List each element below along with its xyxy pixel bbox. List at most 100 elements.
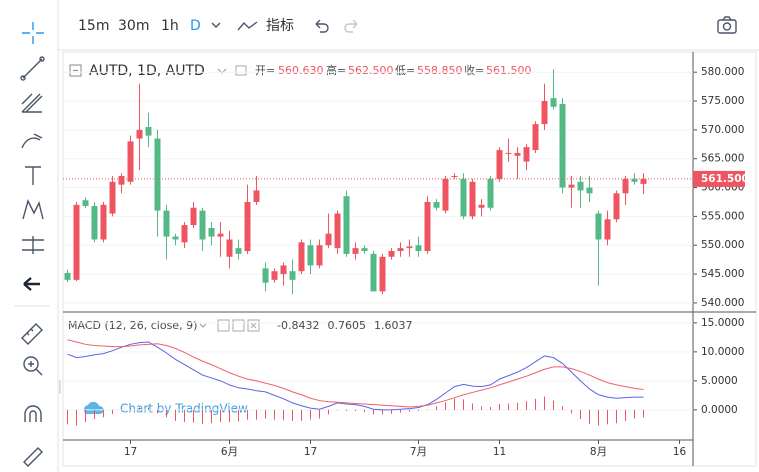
tool-back[interactable]	[23, 277, 40, 291]
candle-body	[181, 225, 188, 243]
histogram-bar	[364, 409, 365, 413]
undo-button[interactable]	[315, 19, 329, 33]
symbol-dropdown[interactable]	[217, 68, 227, 74]
histogram-bar	[247, 409, 248, 420]
macd-remove[interactable]	[247, 319, 260, 332]
histogram-bar	[148, 407, 149, 410]
tool-trendline[interactable]	[20, 56, 45, 81]
macd-dropdown[interactable]	[199, 323, 207, 328]
interval-dropdown[interactable]	[211, 22, 221, 28]
tool-pattern[interactable]	[22, 199, 44, 220]
histogram-bar	[373, 409, 374, 415]
chart-type-icon[interactable]	[237, 21, 258, 31]
candle-body	[442, 178, 449, 211]
macd-settings[interactable]	[232, 319, 245, 332]
histogram-bar	[580, 409, 581, 420]
y-tick-label: 570.000	[701, 124, 744, 136]
indicator-value: 0.7605	[327, 319, 366, 332]
collapse-legend[interactable]	[69, 64, 82, 77]
candle-body	[505, 152, 512, 154]
tool-fib[interactable]	[21, 93, 43, 113]
candle-body	[514, 152, 521, 156]
ohlc-label: 开=	[255, 64, 275, 77]
candle-body	[307, 245, 314, 266]
candle-body	[451, 176, 458, 178]
ohlc-value: 560.630	[278, 64, 324, 77]
y-tick-label: 540.000	[701, 297, 744, 309]
indicators-button[interactable]: 指标	[266, 18, 294, 34]
interval-button-active[interactable]: D	[190, 18, 201, 34]
candle-body	[379, 256, 386, 292]
histogram-bar	[139, 407, 140, 410]
candle-body	[460, 178, 467, 217]
candle-body	[388, 251, 395, 257]
histogram-bar	[526, 401, 527, 410]
candle-body	[172, 236, 179, 240]
x-tick-label: 8月	[590, 446, 607, 458]
tool-magnet[interactable]	[24, 405, 42, 422]
histogram-bar	[643, 409, 644, 418]
candle-body	[370, 253, 377, 292]
candle-body	[289, 271, 296, 280]
ohlc-label: 低=	[395, 64, 415, 77]
tool-crosshair[interactable]	[22, 22, 44, 44]
x-tick-label: 17	[124, 446, 137, 458]
histogram-bar	[427, 409, 428, 410]
tool-ruler[interactable]	[21, 323, 43, 345]
candle-body	[397, 248, 404, 252]
candle-body	[163, 210, 170, 237]
tool-text[interactable]	[25, 166, 41, 185]
candle-body	[190, 207, 197, 226]
interval-button[interactable]: 30m	[118, 18, 149, 34]
candle-body	[352, 248, 359, 254]
histogram-bar	[616, 409, 617, 424]
candle-body	[577, 181, 584, 191]
candle-body	[595, 213, 602, 240]
y-tick-label: 575.000	[701, 95, 744, 107]
interval-button[interactable]: 1h	[161, 18, 179, 34]
y-tick-label: 550.000	[701, 239, 744, 251]
watermark[interactable]: Chart by TradingView	[83, 402, 248, 416]
candle-body	[316, 245, 323, 266]
candle-body	[91, 206, 98, 240]
histogram-bar	[301, 409, 302, 421]
candle-body	[73, 204, 80, 280]
candle-body	[127, 141, 134, 182]
candle-body	[271, 271, 278, 280]
histogram-bar	[265, 409, 266, 419]
histogram-bar	[346, 409, 347, 412]
indicator-line	[67, 339, 644, 408]
screenshot-button[interactable]	[717, 16, 737, 34]
settings-icon[interactable]	[235, 65, 247, 76]
candle-body	[415, 245, 422, 252]
histogram-bar	[355, 409, 356, 412]
tool-measure[interactable]	[22, 236, 44, 254]
redo-button[interactable]	[344, 19, 358, 33]
candle-body	[298, 242, 305, 272]
candle-body	[433, 201, 440, 208]
candle-body	[541, 101, 548, 125]
candle-body	[487, 178, 494, 208]
histogram-bar	[517, 402, 518, 410]
histogram-bar	[634, 409, 635, 419]
symbol-title: AUTD, 1D, AUTD	[89, 63, 205, 79]
tool-lock[interactable]	[23, 447, 43, 467]
interval-button[interactable]: 15m	[78, 18, 109, 34]
histogram-bar	[589, 409, 590, 424]
candle-body	[478, 204, 485, 208]
histogram-bar	[85, 409, 86, 423]
x-tick-label: 11	[493, 446, 506, 458]
candle-body	[235, 248, 242, 254]
histogram-bar	[229, 409, 230, 423]
histogram-bar	[319, 409, 320, 419]
tool-zoom[interactable]	[23, 356, 43, 376]
candle-body	[154, 138, 161, 211]
left-toolbar	[0, 0, 58, 472]
histogram-bar	[436, 406, 437, 410]
candle-body	[118, 176, 125, 185]
candle-body	[325, 233, 332, 246]
tool-brush[interactable]	[21, 133, 43, 149]
macd-hide[interactable]	[217, 319, 230, 332]
histogram-bar	[337, 409, 338, 411]
